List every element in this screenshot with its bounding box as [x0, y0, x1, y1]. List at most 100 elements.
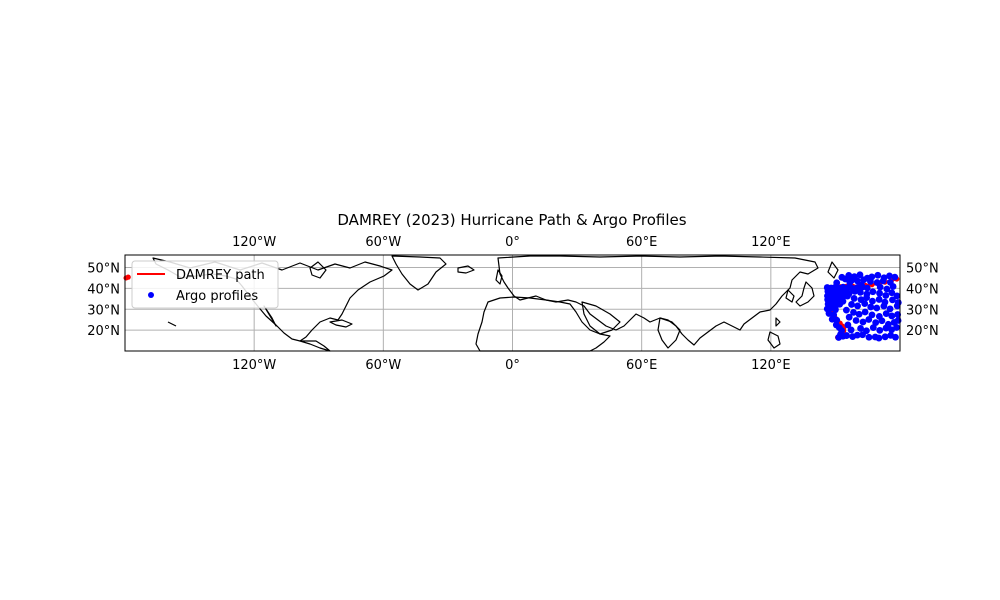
- argo-profiles: [823, 271, 902, 342]
- lon-tick-label-bottom: 60°W: [365, 358, 401, 373]
- lon-tick-label-top: 60°W: [365, 235, 401, 250]
- lon-tick-label-bottom: 120°E: [751, 358, 791, 373]
- argo-profile-point: [881, 333, 889, 341]
- track-point: [125, 274, 131, 280]
- argo-profile-point: [836, 300, 844, 308]
- argo-profile-point: [850, 308, 857, 316]
- argo-profile-point: [876, 289, 883, 297]
- argo-profile-point: [882, 324, 890, 332]
- argo-profile-point: [869, 288, 877, 296]
- argo-profile-point: [835, 334, 843, 341]
- coastline-arabia: [581, 301, 621, 335]
- map-frame: [124, 254, 901, 352]
- map-title: DAMREY (2023) Hurricane Path & Argo Prof…: [337, 211, 686, 229]
- argo-profile-point: [833, 279, 841, 287]
- argo-profile-point: [894, 311, 902, 318]
- coastline-taiwan: [775, 317, 781, 327]
- coastline-kamchatka: [827, 261, 839, 279]
- coastline-india: [657, 317, 681, 349]
- argo-profile-point: [893, 302, 901, 310]
- argo-profile-point: [867, 303, 875, 311]
- argo-profile-point: [847, 326, 855, 334]
- argo-profile-point: [873, 304, 881, 312]
- coastline-iceland: [457, 265, 475, 274]
- legend-label-track: DAMREY path: [176, 268, 265, 283]
- argo-profile-point: [892, 333, 899, 341]
- lat-tick-label-right: 50°N: [906, 262, 939, 277]
- argo-profile-point: [850, 295, 858, 302]
- lat-tick-label-left: 50°N: [87, 262, 120, 277]
- coastline-hawaii: [167, 321, 177, 327]
- tick-labels: 120°W 120°W 60°W 60°W 0° 0° 60°E 60°E 120°E 120°E…: [87, 235, 939, 373]
- argo-profile-point: [844, 292, 851, 300]
- argo-profile-point: [858, 281, 865, 289]
- argo-profile-point: [853, 331, 861, 339]
- coastline-africa: [475, 296, 611, 352]
- argo-profile-point: [891, 273, 899, 281]
- argo-profile-point: [832, 306, 839, 314]
- argo-profile-point: [867, 278, 874, 285]
- argo-profile-point: [876, 283, 884, 291]
- argo-profile-point: [846, 279, 854, 286]
- argo-profile-point: [861, 308, 869, 316]
- argo-profile-point: [857, 325, 865, 332]
- argo-profile-point: [865, 333, 873, 341]
- argo-profile-point: [856, 288, 864, 296]
- argo-profile-point: [844, 321, 852, 329]
- argo-profile-point: [882, 292, 890, 299]
- lat-tick-label-left: 40°N: [87, 282, 120, 297]
- lat-tick-label-right: 30°N: [906, 303, 939, 318]
- argo-profile-point: [889, 296, 896, 304]
- legend-box: [131, 260, 279, 309]
- argo-profile-point: [875, 296, 883, 303]
- argo-profile-point: [859, 318, 867, 326]
- legend-dot-swatch: [148, 292, 154, 298]
- lon-tick-label-top: 120°E: [751, 235, 791, 250]
- argo-profile-point: [854, 302, 861, 310]
- coastline-central-america: [299, 340, 331, 352]
- argo-profile-point: [889, 283, 897, 290]
- argo-profile-point: [875, 334, 883, 342]
- argo-profile-point: [843, 332, 851, 339]
- argo-profile-point: [851, 287, 859, 295]
- lon-tick-label-bottom: 60°E: [626, 358, 657, 373]
- coastline-cuba: [329, 319, 353, 328]
- argo-profile-point: [886, 272, 893, 280]
- argo-profile-point: [888, 312, 896, 320]
- argo-profile-point: [852, 317, 860, 324]
- argo-profile-point: [860, 276, 868, 284]
- argo-profile-point: [880, 302, 888, 310]
- lat-tick-label-right: 40°N: [906, 282, 939, 297]
- argo-profile-point: [888, 289, 896, 297]
- lon-tick-label-top: 0°: [505, 235, 520, 250]
- argo-profile-point: [865, 316, 873, 323]
- coastline-korea: [785, 289, 795, 303]
- lat-tick-label-left: 20°N: [87, 324, 120, 339]
- argo-profile-point: [893, 292, 901, 300]
- argo-profile-point: [883, 285, 891, 293]
- argo-profile-point: [874, 271, 882, 279]
- argo-profile-point: [893, 324, 900, 331]
- argo-profile-point: [848, 301, 855, 308]
- argo-profile-point: [853, 277, 861, 285]
- argo-profile-point: [886, 305, 894, 313]
- argo-profile-point: [859, 331, 866, 339]
- lon-tick-label-top: 60°E: [626, 235, 657, 250]
- argo-profile-point: [845, 313, 853, 321]
- coastline-hudson-bay: [309, 261, 327, 279]
- argo-profile-point: [879, 277, 887, 285]
- lon-tick-label-top: 120°W: [232, 235, 276, 250]
- coastline-philippines: [767, 331, 781, 349]
- argo-profile-point: [876, 326, 884, 334]
- argo-profile-point: [863, 294, 871, 301]
- lon-tick-label-bottom: 0°: [505, 358, 520, 373]
- argo-profile-point: [855, 310, 863, 318]
- argo-profile-point: [838, 273, 846, 281]
- coastline-baja: [263, 305, 277, 327]
- argo-profile-point: [878, 317, 886, 325]
- legend-label-argo: Argo profiles: [176, 289, 258, 304]
- argo-profile-point: [842, 306, 850, 314]
- argo-profile-point: [863, 284, 871, 292]
- legend: DAMREY path Argo profiles: [131, 260, 279, 309]
- lat-tick-label-left: 30°N: [87, 303, 120, 318]
